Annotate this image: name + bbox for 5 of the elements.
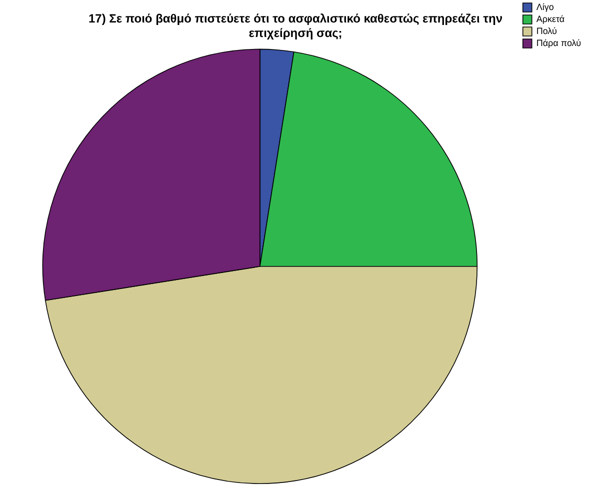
legend-label: Πολύ bbox=[536, 26, 557, 36]
text: 17) Σε ποιό βαθμό πιστεύετε ότι το ασφαλιστικό καθεστώς επηρεάζει την επιχείρησή σας; bbox=[88, 12, 503, 40]
legend-label: Πάρα πολύ bbox=[536, 38, 582, 48]
legend-label: Λίγο bbox=[536, 2, 554, 12]
legend-label: Αρκετά bbox=[536, 14, 565, 24]
